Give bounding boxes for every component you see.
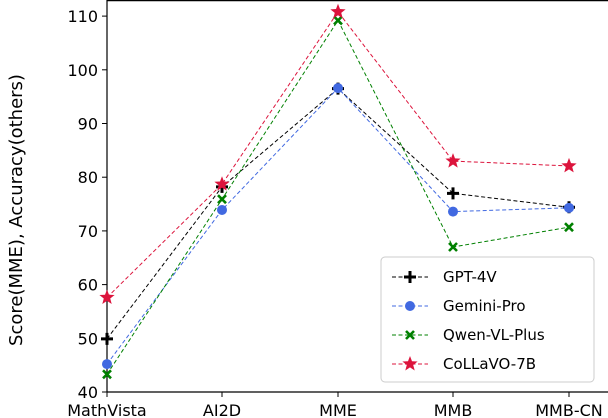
- data-point: [405, 330, 415, 340]
- data-point: [445, 153, 461, 168]
- y-tick-label: 80: [78, 168, 98, 187]
- legend-label: CoLLaVO-7B: [443, 355, 536, 373]
- x-tick-label: MMB: [434, 401, 473, 418]
- data-point: [448, 242, 458, 252]
- data-point: [405, 301, 415, 311]
- series-collavo-7b: [99, 3, 577, 304]
- series-layer: [99, 3, 577, 380]
- axes: 40 50 60 70 80 90 100 110 MathVista AI2D MME MMB MMB…: [67, 0, 608, 418]
- y-tick-label: 60: [78, 276, 98, 295]
- x-tick-label: MathVista: [67, 401, 146, 418]
- y-tick-label: 110: [67, 7, 98, 26]
- y-tick-label: 70: [78, 222, 98, 241]
- x-tick-label: MME: [319, 401, 357, 418]
- series-line: [106, 10, 570, 298]
- data-point: [333, 15, 343, 26]
- data-point: [99, 289, 115, 304]
- y-axis-label: Score(MME), Accuracy(others): [6, 74, 27, 346]
- legend-label: GPT-4V: [443, 268, 497, 286]
- data-point: [217, 204, 227, 215]
- data-point: [214, 176, 230, 191]
- series-line: [106, 87, 570, 340]
- legend: GPT-4V Gemini-Pro Qwen-VL-Plus CoLLaVO-7B: [380, 256, 595, 383]
- data-point: [101, 332, 113, 345]
- y-tick-label: 40: [78, 383, 98, 402]
- legend-item: CoLLaVO-7B: [392, 355, 536, 373]
- data-point: [447, 187, 459, 200]
- data-point: [564, 202, 574, 213]
- data-point: [330, 3, 346, 19]
- legend-item: GPT-4V: [392, 268, 497, 286]
- legend-item: Gemini-Pro: [392, 297, 526, 315]
- data-point: [102, 359, 112, 370]
- x-tick-label: AI2D: [203, 401, 241, 418]
- legend-box: [380, 256, 595, 383]
- y-tick-label: 50: [78, 329, 98, 348]
- data-point: [564, 222, 574, 233]
- data-point: [333, 83, 343, 94]
- legend-label: Gemini-Pro: [443, 297, 526, 315]
- series-qwen-vl-plus: [102, 15, 574, 380]
- y-tick-label: 90: [78, 115, 98, 134]
- data-point: [217, 194, 227, 205]
- legend-item: Qwen-VL-Plus: [392, 326, 545, 344]
- legend-label: Qwen-VL-Plus: [443, 326, 545, 344]
- y-tick-label: 100: [67, 61, 98, 80]
- data-point: [102, 369, 112, 380]
- data-point: [404, 271, 416, 283]
- data-point: [402, 356, 418, 371]
- data-point: [561, 157, 577, 173]
- x-tick-label: MMB-CN: [535, 401, 603, 418]
- data-point: [448, 206, 458, 217]
- series-gemini-pro: [102, 83, 574, 370]
